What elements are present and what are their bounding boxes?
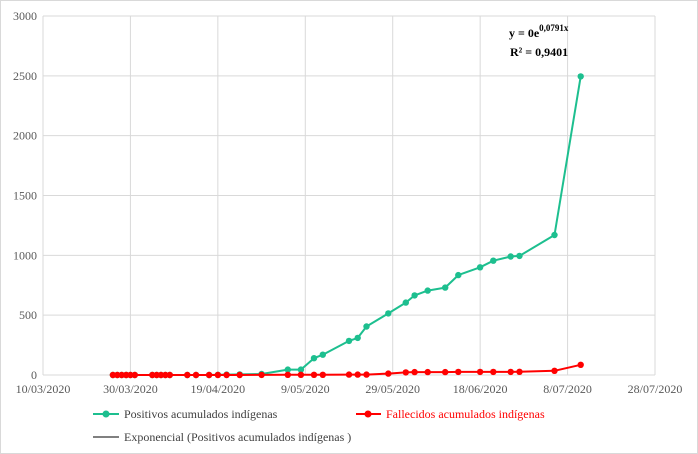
legend-item-exponencial: Exponencial (Positivos acumulados indíge… [93, 430, 351, 444]
y-tick-label: 0 [31, 368, 37, 382]
y-tick-label: 1500 [13, 189, 37, 203]
data-point-1 [385, 370, 392, 377]
data-point-0 [424, 287, 431, 294]
data-point-0 [284, 366, 291, 373]
x-tick-label: 10/03/2020 [16, 382, 71, 396]
data-point-1 [284, 371, 291, 378]
data-point-1 [131, 371, 138, 379]
x-tick-label: 8/07/2020 [543, 382, 592, 396]
data-point-1 [258, 371, 265, 379]
data-point-1 [166, 371, 173, 379]
y-axis: 0 500 1000 1500 2000 2500 3000 [13, 9, 37, 382]
y-tick-label: 2500 [13, 69, 37, 83]
y-tick-label: 2000 [13, 129, 37, 143]
series [109, 73, 584, 379]
data-point-0 [490, 257, 497, 264]
data-point-0 [385, 310, 392, 317]
data-point-1 [184, 371, 191, 379]
data-point-0 [363, 323, 370, 330]
data-point-0 [297, 366, 305, 373]
x-tick-label: 18/06/2020 [453, 382, 508, 396]
equation-exponent: 0,0791x [539, 23, 569, 33]
y-tick-label: 500 [19, 308, 37, 322]
trendline-r-squared: R² = 0,9401 [510, 45, 568, 59]
data-point-0 [455, 271, 462, 279]
legend: Positivos acumulados indígenas Fallecido… [93, 407, 545, 444]
data-point-1 [577, 361, 584, 368]
data-point-1 [192, 371, 200, 379]
trendline-equation: y = 0e0,0791x [509, 23, 569, 40]
equation-base: y = 0e [509, 26, 540, 40]
data-point-1 [490, 368, 497, 376]
data-point-1 [363, 371, 370, 378]
data-point-1 [109, 371, 117, 379]
x-tick-label: 29/05/2020 [365, 382, 420, 396]
data-point-1 [402, 369, 409, 376]
legend-positivos-label: Positivos acumulados indígenas [124, 407, 278, 421]
data-point-1 [411, 368, 418, 376]
data-point-1 [354, 371, 361, 378]
data-point-1 [127, 371, 134, 379]
x-tick-label: 28/07/2020 [628, 382, 683, 396]
data-point-1 [162, 371, 169, 379]
data-point-0 [442, 284, 449, 291]
data-point-1 [455, 368, 462, 376]
data-point-1 [236, 371, 243, 379]
data-point-1 [319, 371, 326, 378]
data-point-0 [310, 355, 318, 362]
data-point-0 [354, 334, 361, 342]
legend-fallecidos-label: Fallecidos acumulados indígenas [386, 407, 545, 421]
data-point-0 [345, 337, 353, 345]
y-tick-label: 3000 [13, 9, 37, 23]
data-point-1 [507, 368, 514, 376]
data-point-1 [114, 371, 121, 379]
data-point-1 [516, 368, 523, 375]
x-tick-label: 9/05/2020 [281, 382, 330, 396]
x-axis: 10/03/2020 30/03/2020 19/04/2020 9/05/2020 2… [16, 382, 683, 396]
data-point-1 [310, 371, 318, 378]
data-point-1 [118, 371, 125, 379]
data-point-1 [442, 368, 449, 376]
data-point-1 [205, 371, 213, 379]
data-point-1 [223, 371, 230, 379]
x-tick-label: 30/03/2020 [103, 382, 158, 396]
legend-exponencial-label: Exponencial (Positivos acumulados indíge… [124, 430, 351, 444]
data-point-1 [157, 371, 165, 379]
data-point-1 [345, 371, 353, 378]
data-point-0 [507, 253, 514, 260]
x-tick-label: 19/04/2020 [191, 382, 246, 396]
data-point-1 [214, 371, 222, 379]
data-point-0 [411, 292, 418, 299]
series-line-0 [112, 76, 582, 376]
data-point-0 [402, 299, 409, 306]
data-point-0 [551, 231, 558, 239]
trendline-annotation: y = 0e0,0791x R² = 0,9401 [509, 23, 569, 59]
legend-fallecidos-marker [364, 410, 372, 418]
y-tick-label: 1000 [13, 248, 37, 262]
data-point-0 [319, 351, 326, 358]
data-point-1 [551, 367, 558, 374]
data-point-0 [476, 264, 484, 271]
legend-item-fallecidos: Fallecidos acumulados indígenas [356, 407, 545, 421]
data-point-1 [149, 371, 156, 379]
grid [42, 15, 656, 376]
data-point-1 [424, 368, 431, 376]
data-point-0 [577, 73, 584, 80]
data-point-1 [297, 371, 305, 378]
legend-positivos-marker [102, 410, 110, 418]
data-point-1 [476, 368, 484, 376]
data-point-0 [516, 252, 523, 260]
legend-item-positivos: Positivos acumulados indígenas [93, 407, 278, 421]
